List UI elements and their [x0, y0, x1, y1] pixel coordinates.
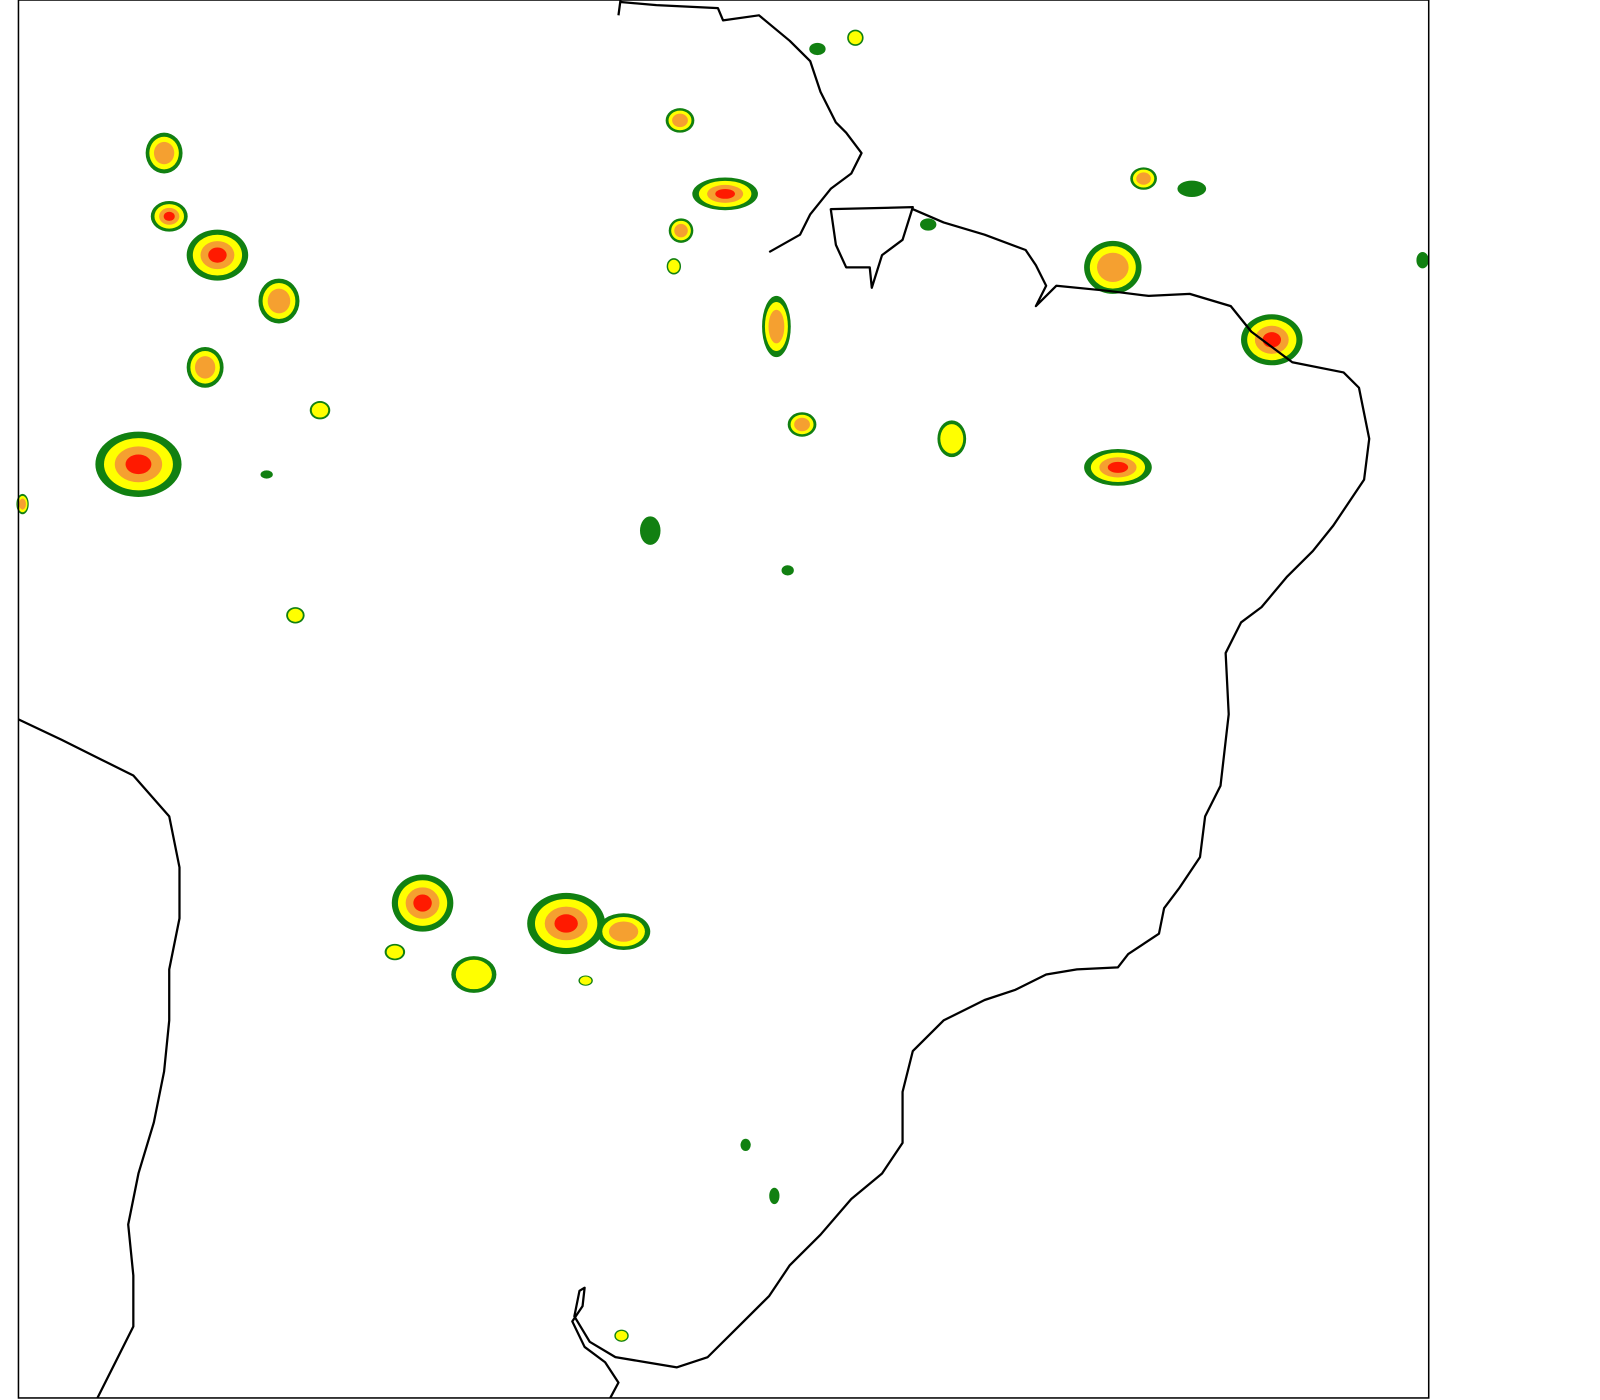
coastline-northeast-south — [571, 208, 1371, 1399]
precipitation-cell — [768, 309, 785, 344]
precipitation-cell — [668, 259, 680, 273]
precipitation-cell — [554, 914, 578, 933]
precipitation-cell — [288, 608, 303, 622]
precipitation-cell — [19, 498, 26, 510]
precipitation-cell — [615, 1330, 628, 1341]
precipitation-cell — [640, 516, 661, 545]
map-frame — [17, 0, 1430, 1399]
precipitation-cell — [1136, 172, 1151, 185]
precipitation-cell — [848, 31, 862, 45]
coastline-east — [617, 0, 863, 254]
precipitation-cell — [794, 417, 810, 432]
precipitation-cell — [1262, 332, 1282, 348]
marajo-island — [829, 206, 914, 289]
precipitation-cell — [769, 1187, 780, 1205]
precipitation-cell — [311, 402, 329, 418]
precipitation-cell — [208, 247, 227, 263]
precipitation-cell — [125, 454, 152, 475]
precipitation-cell — [260, 470, 273, 479]
precipitation-cell — [920, 218, 937, 231]
precipitation-cell — [1177, 180, 1207, 197]
precipitation-cell — [1097, 252, 1129, 282]
precipitation-cell — [1107, 461, 1129, 473]
precipitation-cell — [455, 959, 492, 990]
precipitation-cell — [672, 113, 688, 128]
precipitation-cell — [163, 211, 175, 221]
precipitation-cell — [809, 42, 826, 56]
precipitation-cells — [16, 29, 1429, 1342]
precipitation-cell — [153, 141, 175, 165]
precipitation-cell — [1416, 252, 1429, 269]
coastline-west — [17, 718, 181, 1399]
precipitation-cell — [579, 976, 592, 985]
precipitation-cell — [386, 945, 404, 959]
precipitation-cell — [715, 188, 735, 199]
precipitation-cell — [940, 424, 964, 454]
precipitation-cell — [194, 356, 216, 379]
precipitation-cell — [781, 565, 794, 576]
precipitation-cell — [674, 223, 688, 238]
precipitation-cell — [740, 1138, 751, 1152]
precipitation-cell — [267, 288, 291, 314]
precipitation-cell — [608, 921, 639, 942]
precipitation-cell — [413, 894, 432, 912]
